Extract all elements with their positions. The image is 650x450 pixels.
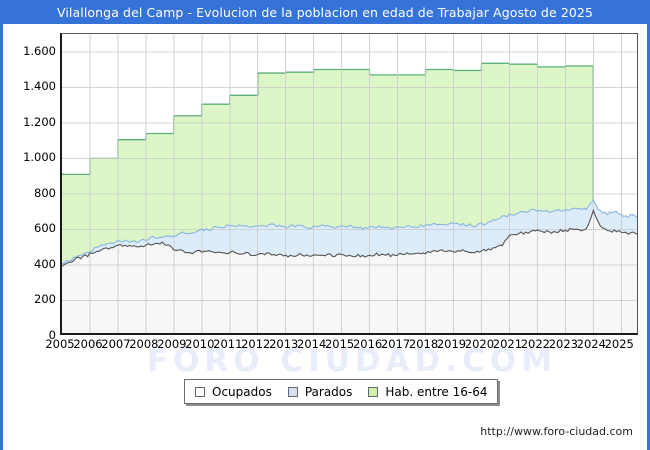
y-axis-tick-label: 1.200 bbox=[23, 114, 56, 129]
chart-legend: Ocupados Parados Hab. entre 16-64 bbox=[184, 379, 499, 404]
legend-swatch-icon bbox=[195, 386, 205, 397]
y-axis-tick-label: 0 bbox=[48, 328, 56, 342]
y-axis-tick-label: 400 bbox=[34, 256, 56, 271]
legend-item-label: Parados bbox=[304, 384, 353, 399]
y-axis-tick-label: 1.600 bbox=[23, 43, 56, 58]
x-axis-tick-label: 2014 bbox=[297, 337, 327, 351]
legend-item-label: Ocupados bbox=[212, 384, 272, 399]
x-axis-tick-label: 2020 bbox=[464, 337, 495, 351]
x-axis-tick-label: 2015 bbox=[324, 337, 355, 351]
legend-item-label: Hab. entre 16-64 bbox=[385, 384, 488, 399]
x-axis-tick-label: 2021 bbox=[492, 337, 523, 351]
chart-canvas bbox=[62, 34, 637, 333]
x-axis-tick-label: 2012 bbox=[241, 337, 271, 351]
source-url: http://www.foro-ciudad.com bbox=[480, 425, 633, 438]
y-axis-tick-label: 1.000 bbox=[23, 150, 56, 165]
y-axis: 0 200 400 600 800 1.000 1.200 1.400 1.600 bbox=[3, 0, 56, 450]
legend-item[interactable]: Ocupados bbox=[195, 385, 272, 399]
x-axis-tick-label: 2008 bbox=[129, 337, 159, 351]
y-axis-tick-label: 800 bbox=[34, 185, 56, 200]
legend-item[interactable]: Parados bbox=[287, 384, 353, 399]
x-axis-tick-label: 2013 bbox=[269, 337, 299, 351]
x-axis-tick-label: 2007 bbox=[101, 337, 131, 351]
x-axis-tick-label: 2025 bbox=[604, 337, 634, 351]
x-axis-tick-label: 2023 bbox=[548, 337, 578, 351]
x-axis-tick-label: 2017 bbox=[380, 337, 411, 351]
y-axis-tick-label: 1.400 bbox=[23, 79, 56, 94]
x-axis-tick-label: 2022 bbox=[520, 337, 550, 351]
x-axis-tick-label: 2010 bbox=[185, 337, 215, 351]
legend-swatch-icon bbox=[368, 386, 379, 397]
x-axis-tick-label: 2018 bbox=[408, 337, 439, 351]
plot-area bbox=[60, 33, 638, 335]
legend-swatch-icon bbox=[287, 386, 298, 397]
x-axis: 2005 2006 2007 2008 2009 2010 2011 2012 2013 2014… bbox=[45, 337, 638, 357]
y-axis-tick-label: 600 bbox=[34, 221, 56, 236]
x-axis-tick-label: 2005 bbox=[45, 337, 75, 351]
x-axis-tick-label: 2024 bbox=[576, 337, 606, 351]
x-axis-tick-label: 2009 bbox=[157, 337, 187, 351]
x-axis-tick-label: 2016 bbox=[352, 337, 383, 351]
legend-item[interactable]: Hab. entre 16-64 bbox=[368, 385, 487, 399]
x-axis-tick-label: 2006 bbox=[73, 337, 103, 351]
x-axis-tick-label: 2011 bbox=[213, 337, 243, 351]
window-title-bar: Vilallonga del Camp - Evolucion de la po… bbox=[0, 0, 650, 24]
page-title: Vilallonga del Camp - Evolucion de la po… bbox=[56, 4, 594, 20]
y-axis-tick-label: 200 bbox=[34, 292, 56, 307]
x-axis-tick-label: 2019 bbox=[436, 337, 467, 351]
